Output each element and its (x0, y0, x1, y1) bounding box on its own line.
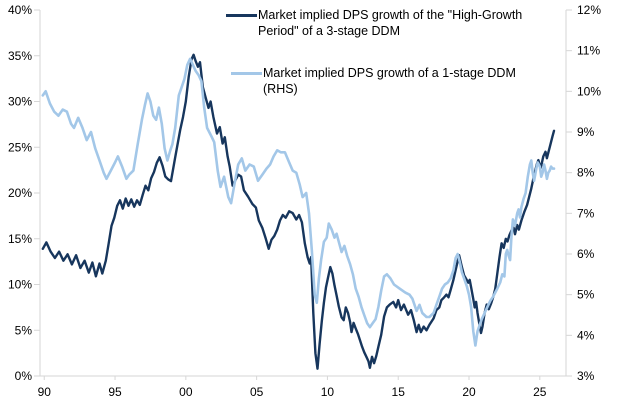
legend-label-line: Market implied DPS growth of a 1-stage D… (263, 66, 516, 80)
legend-label-line: Period" of a 3-stage DDM (258, 24, 400, 38)
left-axis-tick-label: 0% (15, 369, 33, 383)
left-axis-tick-label: 40% (8, 3, 32, 17)
x-axis-tick-label: 00 (179, 385, 193, 399)
legend-label-1stage-ddm: Market implied DPS growth of a 1-stage D… (263, 65, 516, 97)
x-axis-tick-label: 20 (462, 385, 476, 399)
x-axis-tick-label: 05 (250, 385, 264, 399)
right-axis-tick-label: 5% (577, 288, 595, 302)
series-line-3stage-ddm (41, 53, 556, 370)
right-axis-tick-label: 12% (577, 3, 601, 17)
left-axis-tick-label: 20% (8, 186, 32, 200)
right-axis-tick-label: 3% (577, 369, 595, 383)
legend-label-3stage-ddm: Market implied DPS growth of the "High-G… (258, 7, 522, 39)
x-axis-tick-label: 90 (38, 385, 52, 399)
legend-item-1stage-ddm: Market implied DPS growth of a 1-stage D… (231, 65, 516, 97)
navy-line-swatch-icon (226, 14, 257, 17)
left-axis-tick-label: 25% (8, 140, 32, 154)
x-axis-tick-label: 10 (321, 385, 335, 399)
right-axis-tick-label: 7% (577, 206, 595, 220)
right-axis-tick-label: 10% (577, 84, 601, 98)
left-axis-tick-label: 5% (15, 323, 33, 337)
right-axis-tick-label: 9% (577, 125, 595, 139)
right-axis-tick-label: 8% (577, 166, 595, 180)
left-axis-tick-label: 10% (8, 278, 32, 292)
legend-label-line: (RHS) (263, 82, 298, 96)
series-line-1stage-ddm (41, 57, 556, 347)
left-axis-tick-label: 35% (8, 49, 32, 63)
left-axis-tick-label: 30% (8, 95, 32, 109)
series-lines (41, 53, 556, 370)
x-axis-tick-label: 25 (533, 385, 547, 399)
x-axis-tick-label: 95 (108, 385, 122, 399)
legend-label-line: Market implied DPS growth of the "High-G… (258, 8, 523, 22)
left-axis-tick-label: 15% (8, 232, 32, 246)
lightblue-line-swatch-icon (231, 72, 262, 75)
axes: 0% 5% 10% 15% 20% 25% 30% 35% 40% 3% 4% 5% 6% 7% 8% 9% 1… (8, 3, 601, 399)
right-axis-tick-label: 4% (577, 328, 595, 342)
legend-item-3stage-ddm: Market implied DPS growth of the "High-G… (226, 7, 522, 39)
right-axis-tick-label: 6% (577, 247, 595, 261)
right-axis-tick-label: 11% (577, 44, 600, 58)
x-axis-tick-label: 15 (392, 385, 406, 399)
